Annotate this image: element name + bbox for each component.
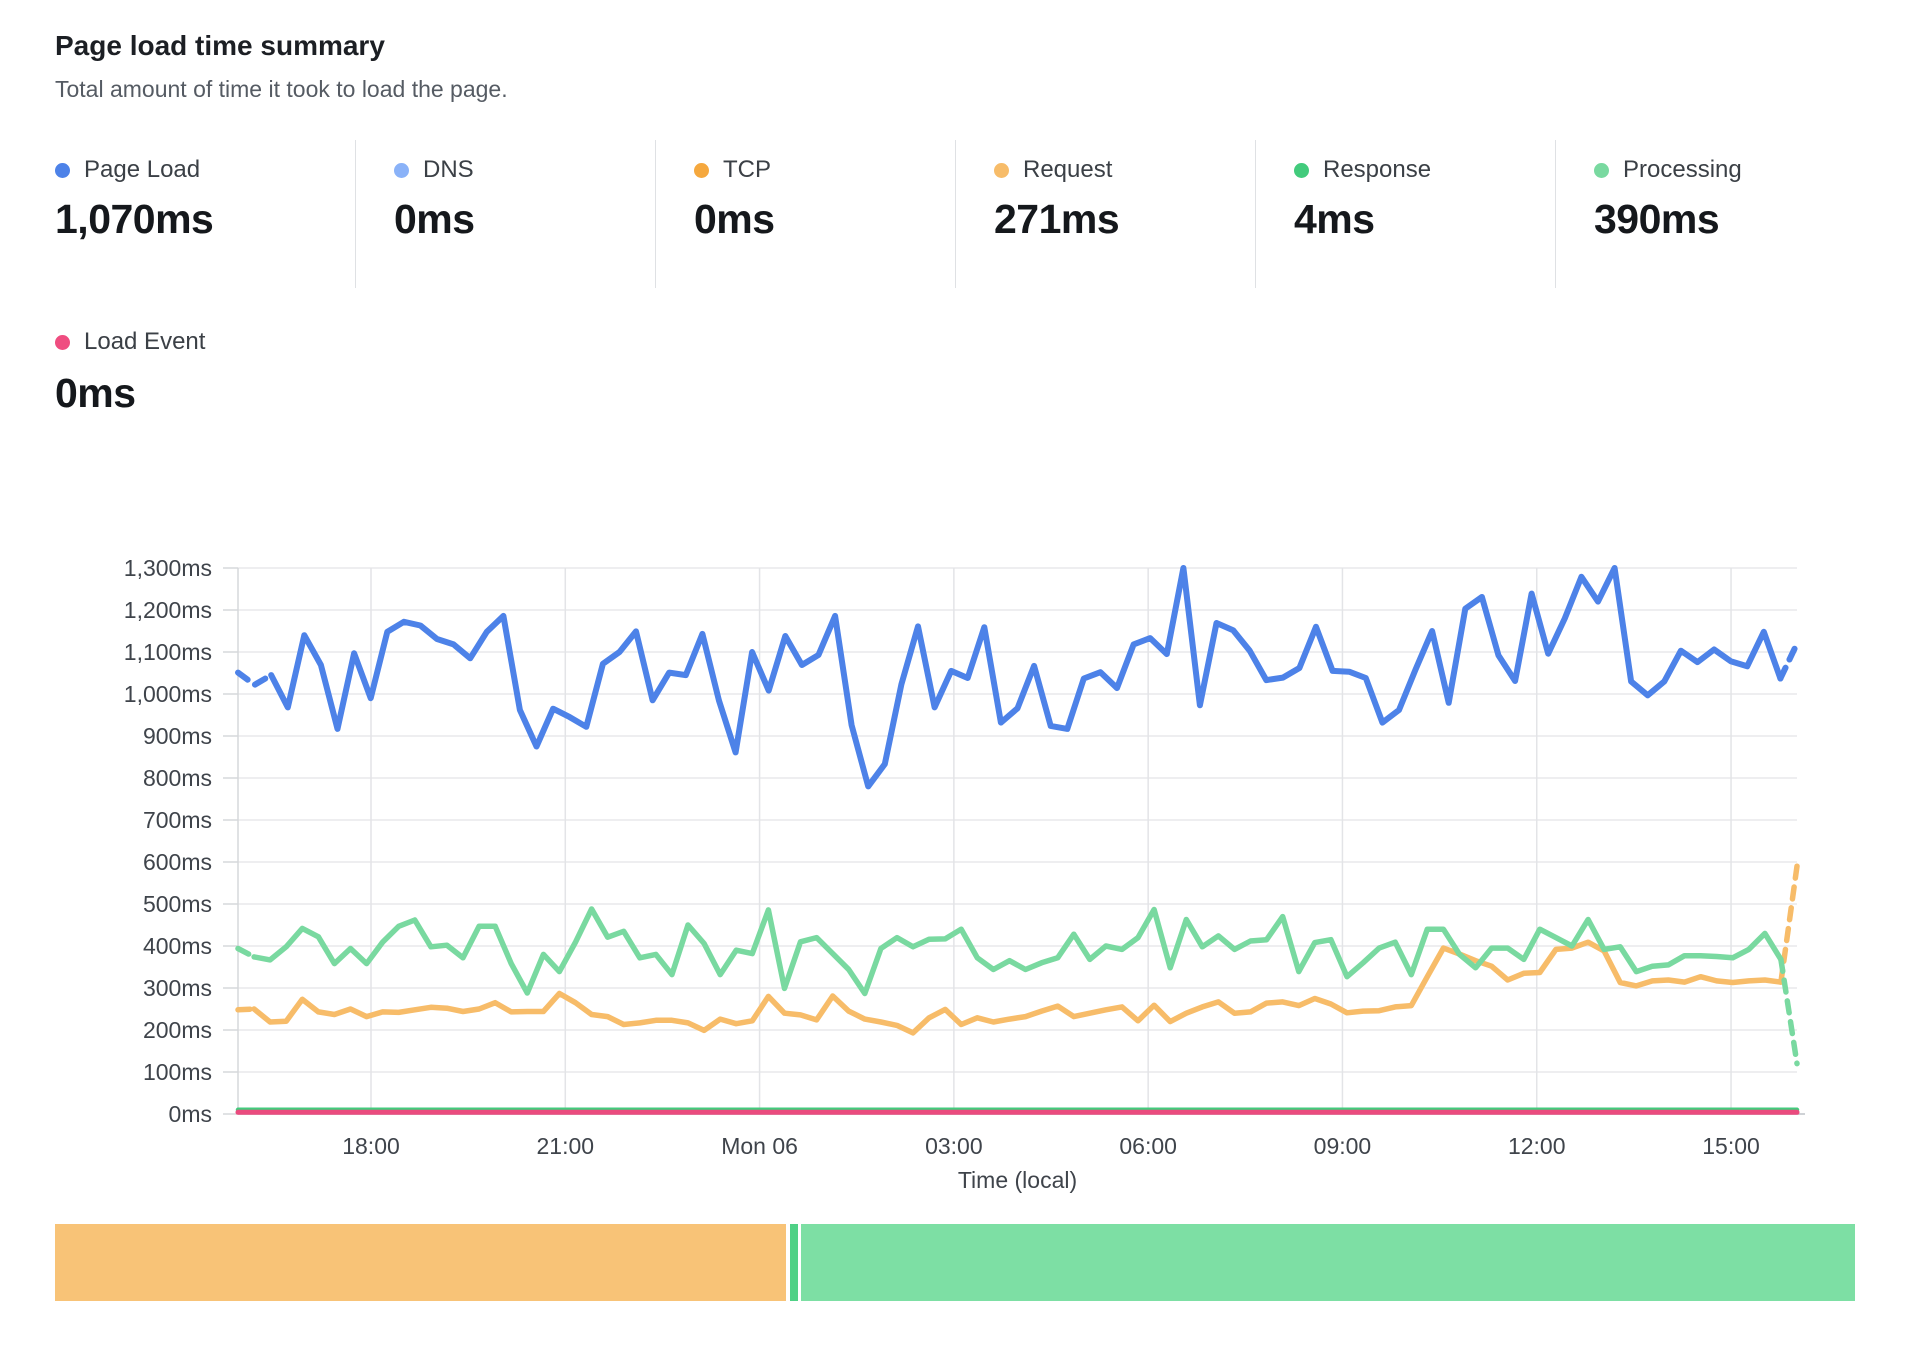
svg-text:300ms: 300ms [143,975,212,1001]
processing-share [801,1224,1855,1301]
svg-text:Mon 06: Mon 06 [721,1133,798,1159]
svg-text:09:00: 09:00 [1314,1133,1372,1159]
metric-load-event: Load Event 0ms [55,328,205,417]
divider-share [790,1224,798,1301]
metric-value: 0ms [55,370,136,416]
metric-label: Response [1323,156,1432,183]
svg-text:15:00: 15:00 [1702,1133,1760,1159]
svg-text:0ms: 0ms [169,1101,212,1127]
svg-text:1,300ms: 1,300ms [124,555,212,581]
svg-text:400ms: 400ms [143,933,212,959]
page-load-dot-icon [55,162,70,178]
availability-bar [55,1224,1855,1301]
request-dot-icon [994,162,1009,178]
svg-text:06:00: 06:00 [1119,1133,1177,1159]
svg-text:100ms: 100ms [143,1059,212,1085]
metric-label: Request [1023,156,1113,183]
load-event-dot-icon [55,334,70,350]
metric-label: TCP [723,156,771,183]
metric-label: DNS [423,156,474,183]
metric-dns: DNS 0ms [355,140,655,288]
svg-text:18:00: 18:00 [342,1133,400,1159]
svg-text:1,100ms: 1,100ms [124,639,212,665]
metric-label: Load Event [84,328,206,355]
metric-page-load: Page Load 1,070ms [55,140,355,288]
request-share [55,1224,786,1301]
metric-value: 390ms [1594,196,1720,242]
metric-tcp: TCP 0ms [655,140,955,288]
metric-request: Request 271ms [955,140,1255,288]
svg-text:21:00: 21:00 [537,1133,595,1159]
tcp-dot-icon [694,162,709,178]
page-subtitle: Total amount of time it took to load the… [55,76,508,102]
svg-text:1,000ms: 1,000ms [124,681,212,707]
page-title: Page load time summary [55,30,385,61]
metric-processing: Processing 390ms [1555,140,1855,288]
load-time-chart: 0ms 100ms 200ms 300ms 400ms 500ms 600ms 700ms 80… [124,555,1805,1193]
svg-text:500ms: 500ms [143,891,212,917]
processing-dot-icon [1594,162,1609,178]
metric-value: 0ms [394,196,475,242]
metric-label: Processing [1623,156,1742,183]
metric-value: 1,070ms [55,196,214,242]
metric-value: 0ms [694,196,775,242]
svg-text:800ms: 800ms [143,765,212,791]
svg-text:1,200ms: 1,200ms [124,597,212,623]
svg-text:200ms: 200ms [143,1017,212,1043]
svg-text:700ms: 700ms [143,807,212,833]
svg-text:900ms: 900ms [143,723,212,749]
svg-text:Time (local): Time (local) [958,1167,1077,1193]
dns-dot-icon [394,162,409,178]
metric-response: Response 4ms [1255,140,1555,288]
metric-value: 4ms [1294,196,1375,242]
svg-text:12:00: 12:00 [1508,1133,1566,1159]
svg-text:600ms: 600ms [143,849,212,875]
response-dot-icon [1294,162,1309,178]
metrics-row: Page Load 1,070ms DNS 0ms TCP 0ms Reques… [55,140,1855,288]
svg-text:03:00: 03:00 [925,1133,983,1159]
metric-label: Page Load [84,156,201,183]
metric-value: 271ms [994,196,1120,242]
